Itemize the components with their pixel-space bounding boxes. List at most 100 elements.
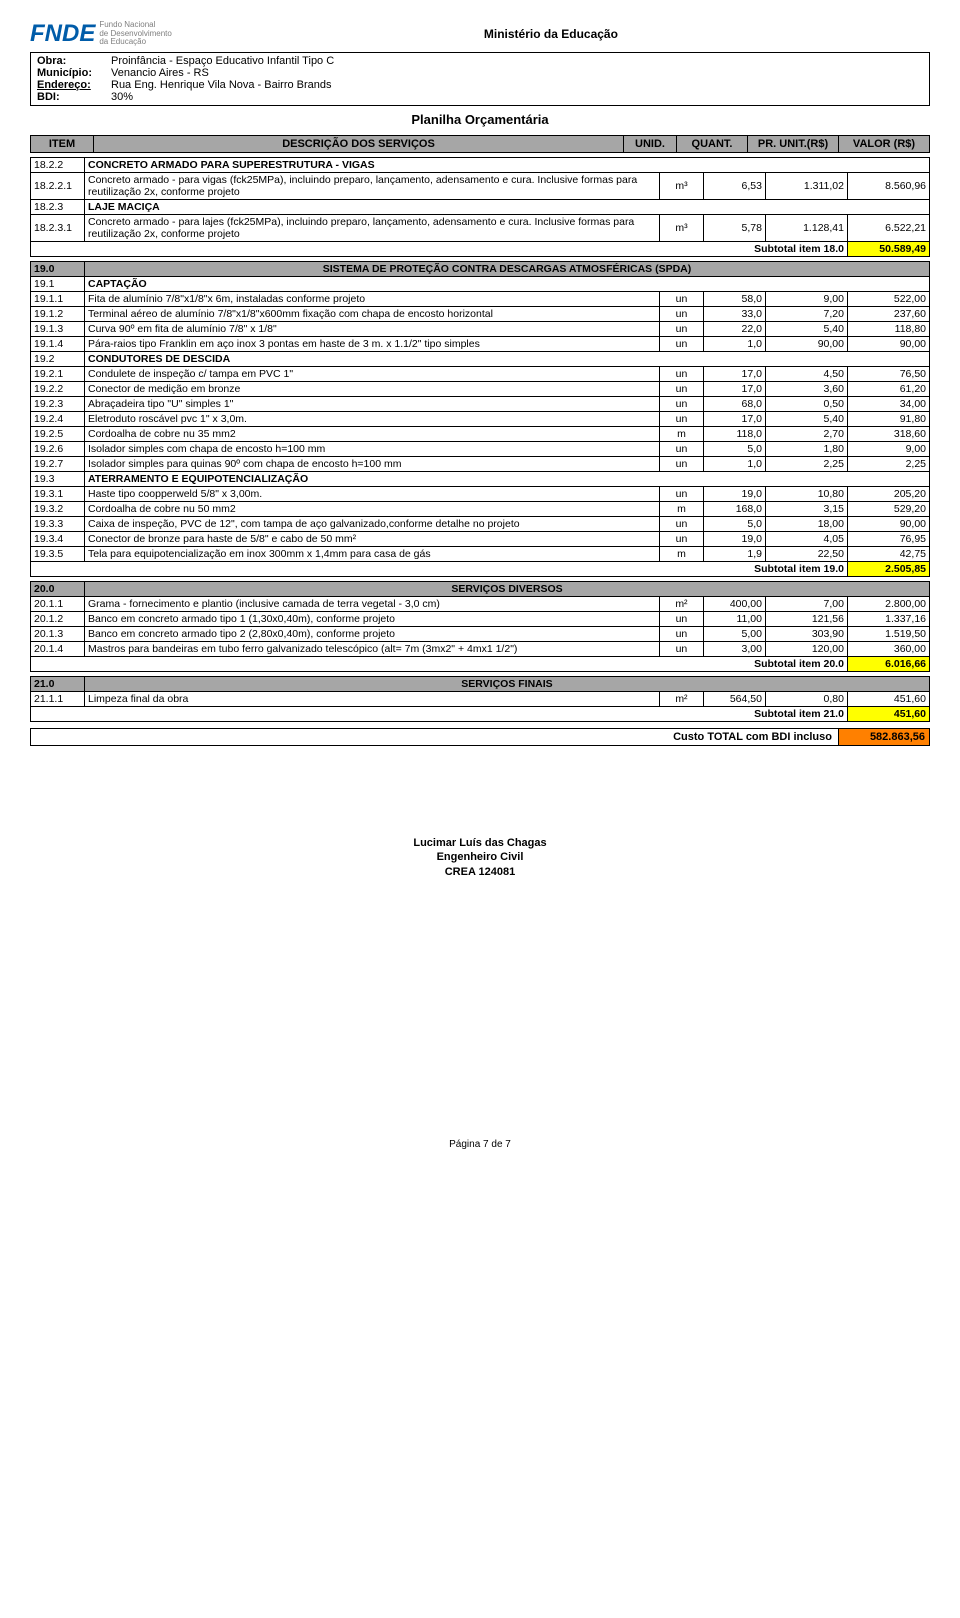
cell-desc: CONCRETO ARMADO PARA SUPERESTRUTURA - VI… <box>85 158 930 173</box>
subtotal-18-label: Subtotal item 18.0 <box>31 242 848 257</box>
table-row: 18.2.3.1Concreto armado - para lajes (fc… <box>31 215 930 242</box>
table-row: 19.1.3Curva 90º em fita de alumínio 7/8"… <box>31 322 930 337</box>
cell-quant: 1,0 <box>703 337 765 352</box>
logo-line3: da Educação <box>99 37 146 46</box>
table-row: 19.3.4Conector de bronze para haste de 5… <box>31 532 930 547</box>
cell-item: 18.2.2 <box>31 158 85 173</box>
cell-desc: Limpeza final da obra <box>85 692 660 707</box>
head-20-item: 20.0 <box>31 582 85 597</box>
subtotal-20-label: Subtotal item 20.0 <box>31 657 848 672</box>
signature-crea: CREA 124081 <box>30 865 930 879</box>
document-title: Planilha Orçamentária <box>30 112 930 127</box>
cell-pr: 9,00 <box>765 292 847 307</box>
cell-item: 19.2.2 <box>31 382 85 397</box>
subtotal-19-value: 2.505,85 <box>847 562 929 577</box>
table-row: 19.2CONDUTORES DE DESCIDA <box>31 352 930 367</box>
logo-line1: Fundo Nacional <box>99 20 155 29</box>
cell-desc: Banco em concreto armado tipo 1 (1,30x0,… <box>85 612 660 627</box>
cell-quant: 5,0 <box>703 442 765 457</box>
cell-desc: Eletroduto roscável pvc 1" x 3,0m. <box>85 412 660 427</box>
cell-quant: 564,50 <box>703 692 765 707</box>
tbody-20: 20.1.1Grama - fornecimento e plantio (in… <box>31 597 930 657</box>
cell-item: 19.3 <box>31 472 85 487</box>
grand-total-value: 582.863,56 <box>838 729 929 745</box>
cell-pr: 3,15 <box>765 502 847 517</box>
cell-pr: 4,05 <box>765 532 847 547</box>
cell-desc: LAJE MACIÇA <box>85 200 930 215</box>
cell-valor: 6.522,21 <box>847 215 929 242</box>
cell-item: 19.2.1 <box>31 367 85 382</box>
cell-pr: 0,80 <box>765 692 847 707</box>
cell-pr: 2,25 <box>765 457 847 472</box>
cell-item: 18.2.3 <box>31 200 85 215</box>
cell-desc: Condulete de inspeção c/ tampa em PVC 1" <box>85 367 660 382</box>
cell-desc: Curva 90º em fita de alumínio 7/8" x 1/8… <box>85 322 660 337</box>
table-row: 19.3ATERRAMENTO E EQUIPOTENCIALIZAÇÃO <box>31 472 930 487</box>
cell-pr: 1.311,02 <box>765 173 847 200</box>
cell-desc: Cordoalha de cobre nu 35 mm2 <box>85 427 660 442</box>
cell-unid: un <box>659 487 703 502</box>
table-row: 19.1CAPTAÇÃO <box>31 277 930 292</box>
grand-total-row: Custo TOTAL com BDI incluso 582.863,56 <box>30 728 930 746</box>
cell-item: 19.3.1 <box>31 487 85 502</box>
cell-valor: 76,50 <box>847 367 929 382</box>
obra-value: Proinfância - Espaço Educativo Infantil … <box>109 55 925 67</box>
cell-item: 19.1.4 <box>31 337 85 352</box>
cell-desc: ATERRAMENTO E EQUIPOTENCIALIZAÇÃO <box>85 472 930 487</box>
cell-pr: 18,00 <box>765 517 847 532</box>
table-row: 19.2.5Cordoalha de cobre nu 35 mm2m118,0… <box>31 427 930 442</box>
subtotal-20: Subtotal item 20.0 6.016,66 <box>31 657 930 672</box>
section-head-20: 20.0 SERVIÇOS DIVERSOS <box>31 582 930 597</box>
cell-unid: un <box>659 382 703 397</box>
cell-quant: 68,0 <box>703 397 765 412</box>
cell-pr: 10,80 <box>765 487 847 502</box>
cell-valor: 205,20 <box>847 487 929 502</box>
col-pr: PR. UNIT.(R$) <box>748 136 839 152</box>
cell-desc: Fita de alumínio 7/8"x1/8"x 6m, instalad… <box>85 292 660 307</box>
cell-unid: m² <box>659 692 703 707</box>
table-row: 19.1.4Pára-raios tipo Franklin em aço in… <box>31 337 930 352</box>
cell-desc: Mastros para bandeiras em tubo ferro gal… <box>85 642 660 657</box>
cell-quant: 19,0 <box>703 532 765 547</box>
cell-quant: 5,00 <box>703 627 765 642</box>
cell-quant: 400,00 <box>703 597 765 612</box>
cell-unid: m <box>659 502 703 517</box>
cell-unid: m² <box>659 597 703 612</box>
cell-pr: 22,50 <box>765 547 847 562</box>
table-row: 19.2.6Isolador simples com chapa de enco… <box>31 442 930 457</box>
table-row: 19.2.4Eletroduto roscável pvc 1" x 3,0m.… <box>31 412 930 427</box>
cell-desc: Banco em concreto armado tipo 2 (2,80x0,… <box>85 627 660 642</box>
table-row: 19.3.3Caixa de inspeção, PVC de 12", com… <box>31 517 930 532</box>
cell-quant: 58,0 <box>703 292 765 307</box>
cell-desc: Cordoalha de cobre nu 50 mm2 <box>85 502 660 517</box>
cell-item: 19.1.3 <box>31 322 85 337</box>
cell-valor: 42,75 <box>847 547 929 562</box>
cell-item: 20.1.2 <box>31 612 85 627</box>
table-row: 19.3.1Haste tipo coopperweld 5/8" x 3,00… <box>31 487 930 502</box>
cell-pr: 90,00 <box>765 337 847 352</box>
table-row: 20.1.4Mastros para bandeiras em tubo fer… <box>31 642 930 657</box>
subtotal-18-value: 50.589,49 <box>847 242 929 257</box>
subtotal-19-label: Subtotal item 19.0 <box>31 562 848 577</box>
cell-item: 19.3.2 <box>31 502 85 517</box>
table-row: 19.2.1Condulete de inspeção c/ tampa em … <box>31 367 930 382</box>
cell-quant: 17,0 <box>703 382 765 397</box>
subtotal-21-value: 451,60 <box>847 707 929 722</box>
cell-quant: 33,0 <box>703 307 765 322</box>
cell-item: 18.2.3.1 <box>31 215 85 242</box>
cell-item: 19.1 <box>31 277 85 292</box>
cell-desc: Concreto armado - para lajes (fck25MPa),… <box>85 215 660 242</box>
cell-item: 20.1.3 <box>31 627 85 642</box>
signature-title: Engenheiro Civil <box>30 850 930 864</box>
head-21-item: 21.0 <box>31 677 85 692</box>
cell-item: 19.3.4 <box>31 532 85 547</box>
cell-pr: 0,50 <box>765 397 847 412</box>
col-quant: QUANT. <box>677 136 748 152</box>
cell-desc: Isolador simples para quinas 90º com cha… <box>85 457 660 472</box>
municipio-value: Venancio Aires - RS <box>109 67 925 79</box>
table-row: 20.1.3Banco em concreto armado tipo 2 (2… <box>31 627 930 642</box>
tbody-19: 19.1CAPTAÇÃO19.1.1Fita de alumínio 7/8"x… <box>31 277 930 562</box>
cell-unid: un <box>659 532 703 547</box>
cell-pr: 121,56 <box>765 612 847 627</box>
cell-quant: 17,0 <box>703 367 765 382</box>
